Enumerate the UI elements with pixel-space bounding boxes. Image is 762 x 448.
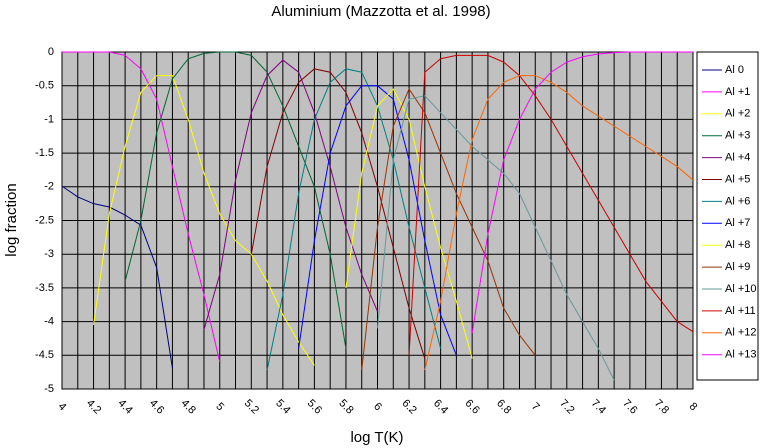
legend-box <box>696 51 759 381</box>
x-tick-label: 4.6 <box>147 397 166 416</box>
series-line <box>124 51 347 349</box>
y-tick-label: -3 <box>44 248 54 260</box>
x-tick-label: 8 <box>687 401 700 414</box>
y-tick-label: -5 <box>44 383 54 395</box>
x-tick-label: 4 <box>56 401 69 414</box>
legend-label: Al +6 <box>725 195 750 207</box>
legend-label: Al +7 <box>725 217 750 229</box>
legend-label: Al +12 <box>725 327 757 339</box>
y-tick-label: -4.5 <box>35 349 54 361</box>
legend-label: Al +9 <box>725 261 750 273</box>
x-tick-label: 4.4 <box>116 397 135 416</box>
x-tick-label: 7.8 <box>652 397 671 416</box>
x-tick-label: 4.2 <box>84 397 103 416</box>
series-line <box>345 88 473 359</box>
series-line <box>250 68 426 359</box>
y-tick-label: -3.5 <box>35 282 54 294</box>
x-tick-label: 7.4 <box>589 397 608 416</box>
legend-label: Al +3 <box>725 130 750 142</box>
x-tick-label: 5.4 <box>273 397 292 416</box>
x-axis-label: log T(K) <box>350 429 403 446</box>
legend-label: Al +1 <box>725 86 750 98</box>
series-line <box>203 59 378 330</box>
x-tick-label: 6.4 <box>431 397 450 416</box>
y-tick-label: -4 <box>44 316 54 328</box>
y-tick-label: -1 <box>44 113 54 125</box>
legend-label: Al 0 <box>725 64 744 76</box>
y-tick-label: -2 <box>44 181 54 193</box>
x-tick-label: 6.8 <box>494 397 513 416</box>
series-line <box>471 51 693 334</box>
series-line <box>62 51 221 363</box>
legend-label: Al +4 <box>725 152 750 164</box>
series-line <box>424 75 694 371</box>
x-tick-label: 5.8 <box>336 397 355 416</box>
x-tick-label: 7.2 <box>557 397 576 416</box>
legend-label: Al +13 <box>725 349 757 361</box>
series-line <box>361 88 536 371</box>
x-tick-label: 7.6 <box>620 397 639 416</box>
series-line <box>298 85 457 356</box>
legend-label: Al +11 <box>725 305 756 317</box>
y-tick-label: -0.5 <box>35 80 54 92</box>
x-tick-label: 6.2 <box>399 397 418 416</box>
x-tick-label: 5 <box>213 401 226 414</box>
legend-label: Al +10 <box>725 283 757 295</box>
y-tick-label: -2.5 <box>35 214 54 226</box>
series-line <box>93 75 315 366</box>
x-tick-label: 6 <box>371 401 384 414</box>
x-tick-label: 5.6 <box>305 397 324 416</box>
x-tick-label: 6.6 <box>463 397 482 416</box>
chart-title: Aluminium (Mazzotta et al. 1998) <box>271 3 490 20</box>
x-tick-label: 7 <box>529 401 542 414</box>
series-line <box>377 95 615 381</box>
legend-label: Al +2 <box>725 108 750 120</box>
y-axis-label: log fraction <box>3 183 20 256</box>
legend-label: Al +5 <box>725 173 750 185</box>
series-line <box>61 185 173 369</box>
series-line <box>408 54 694 356</box>
x-tick-label: 4.8 <box>179 397 198 416</box>
x-tick-label: 5.2 <box>242 397 261 416</box>
legend-label: Al +8 <box>725 239 750 251</box>
plot-border <box>61 51 694 390</box>
series-line <box>266 68 442 371</box>
y-tick-label: -1.5 <box>35 147 54 159</box>
y-tick-label: 0 <box>48 46 54 58</box>
